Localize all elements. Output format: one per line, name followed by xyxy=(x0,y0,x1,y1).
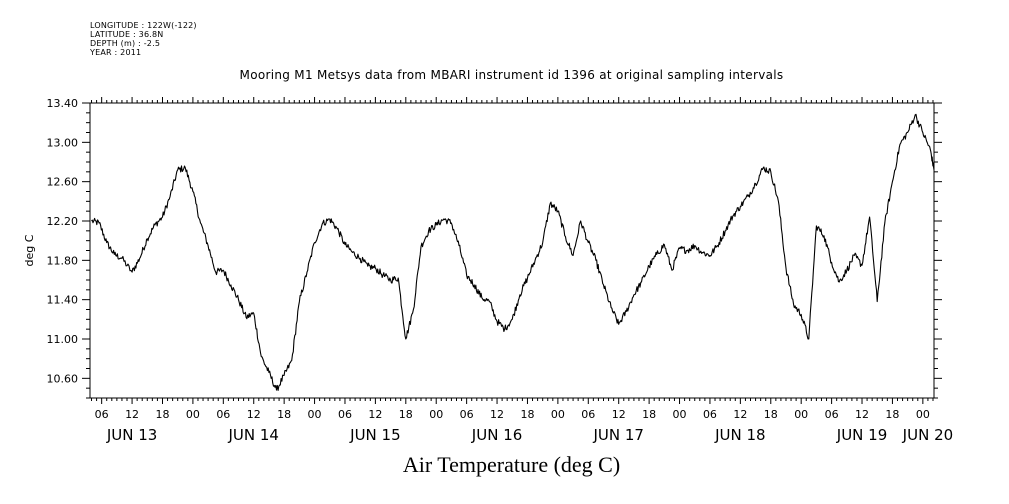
x-hour-tick-label: 06 xyxy=(703,408,717,421)
footer-label-text: Air Temperature (deg C) xyxy=(402,452,621,477)
x-hour-tick-label: 12 xyxy=(612,408,626,421)
y-tick-label: 13.00 xyxy=(47,136,79,149)
x-day-label: JUN 15 xyxy=(349,426,400,444)
y-tick-label: 13.40 xyxy=(47,97,79,110)
x-hour-tick-label: 00 xyxy=(186,408,200,421)
x-hour-tick-label: 18 xyxy=(642,408,656,421)
x-hour-tick-label: 18 xyxy=(277,408,291,421)
y-tick-label: 11.80 xyxy=(47,254,79,267)
x-hour-tick-label: 18 xyxy=(399,408,413,421)
x-hour-tick-label: 12 xyxy=(490,408,504,421)
y-tick-label: 11.40 xyxy=(47,294,79,307)
series-line xyxy=(91,113,935,391)
x-hour-tick-label: 00 xyxy=(429,408,443,421)
x-hour-tick-label: 06 xyxy=(825,408,839,421)
x-hour-tick-label: 12 xyxy=(368,408,382,421)
plot-frame xyxy=(89,102,935,399)
x-hour-tick-label: 06 xyxy=(95,408,109,421)
chart-title: Mooring M1 Metsys data from MBARI instru… xyxy=(0,68,1009,82)
y-tick-label: 12.60 xyxy=(47,176,79,189)
x-day-label: JUN 19 xyxy=(836,426,887,444)
x-hour-tick-label: 06 xyxy=(460,408,474,421)
meta-depth: DEPTH (m) : -2.5 xyxy=(90,39,161,48)
x-hour-tick-label: 06 xyxy=(338,408,352,421)
meta-year: YEAR : 2011 xyxy=(90,48,142,57)
x-day-label: JUN 18 xyxy=(714,426,765,444)
x-hour-tick-label: 12 xyxy=(733,408,747,421)
x-hour-tick-label: 18 xyxy=(885,408,899,421)
y-axis-label: deg C xyxy=(23,234,36,266)
x-day-label: JUN 20 xyxy=(902,426,953,444)
x-day-label: JUN 17 xyxy=(592,426,643,444)
x-day-label: JUN 16 xyxy=(471,426,522,444)
meta-latitude: LATITUDE : 36.8N xyxy=(90,30,164,39)
x-hour-tick-label: 00 xyxy=(673,408,687,421)
x-hour-tick-label: 00 xyxy=(794,408,808,421)
x-hour-tick-label: 06 xyxy=(216,408,230,421)
meta-longitude: LONGITUDE : 122W(-122) xyxy=(90,21,197,30)
label-layer: 10.60 11.00 11.40 11.80 12.20 12.60 13.00 13.40… xyxy=(23,97,953,444)
series-layer xyxy=(91,113,935,391)
x-hour-tick-label: 18 xyxy=(764,408,778,421)
x-hour-tick-label: 00 xyxy=(308,408,322,421)
y-tick-label: 11.00 xyxy=(47,333,79,346)
y-tick-label: 12.20 xyxy=(47,215,79,228)
x-hour-tick-label: 12 xyxy=(247,408,261,421)
axes-layer xyxy=(82,97,942,404)
x-hour-tick-label: 00 xyxy=(916,408,930,421)
chart-footer-label: Air Temperature (deg C) xyxy=(0,452,1009,478)
x-hour-tick-label: 18 xyxy=(155,408,169,421)
x-day-label: JUN 14 xyxy=(227,426,278,444)
metadata-block: LONGITUDE : 122W(-122) LATITUDE : 36.8N … xyxy=(90,21,197,57)
x-hour-tick-label: 06 xyxy=(581,408,595,421)
x-hour-tick-label: 12 xyxy=(125,408,139,421)
y-tick-label: 10.60 xyxy=(47,372,79,385)
x-hour-tick-label: 00 xyxy=(551,408,565,421)
x-day-label: JUN 13 xyxy=(106,426,157,444)
x-hour-tick-label: 12 xyxy=(855,408,869,421)
x-hour-tick-label: 18 xyxy=(520,408,534,421)
chart-title-text: Mooring M1 Metsys data from MBARI instru… xyxy=(239,68,784,82)
